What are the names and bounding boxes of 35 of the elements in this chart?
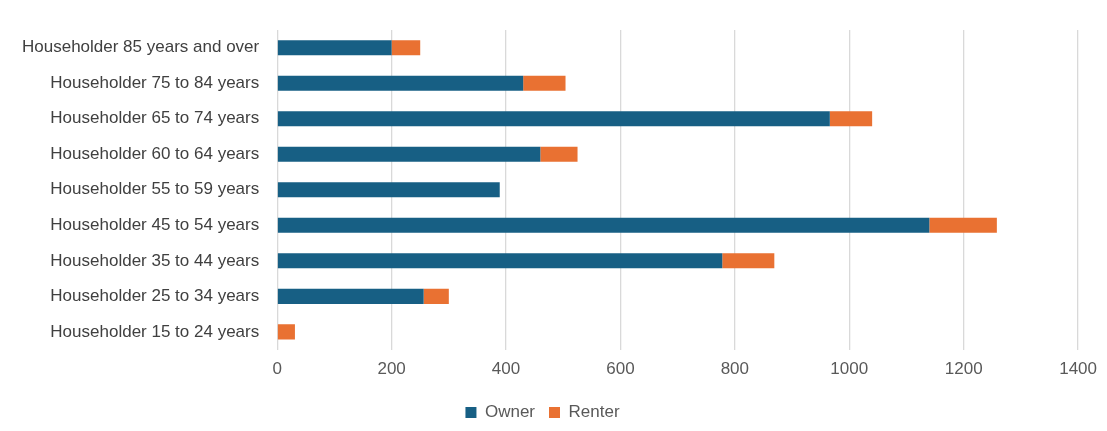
- bar: [277, 288, 424, 304]
- bar: [277, 324, 295, 340]
- y-tick-label: Householder 85 years and over: [22, 37, 260, 57]
- y-tick-label: Householder 25 to 34 years: [50, 286, 260, 306]
- bar: [277, 111, 830, 127]
- legend-label: Renter: [568, 402, 620, 422]
- x-tick-label: 600: [606, 359, 635, 379]
- bar: [277, 253, 723, 269]
- bar: [540, 146, 578, 162]
- x-tick-label: 400: [491, 359, 521, 379]
- bar: [277, 75, 524, 91]
- bar: [277, 182, 500, 198]
- bar: [277, 146, 541, 162]
- bar: [523, 75, 566, 91]
- x-tick-label: 1400: [1059, 359, 1097, 379]
- legend-label: Owner: [484, 402, 536, 422]
- y-tick-label: Householder 75 to 84 years: [50, 72, 260, 92]
- bar: [929, 217, 997, 233]
- y-tick-label: Householder 15 to 24 years: [50, 321, 260, 341]
- y-tick-label: Householder 60 to 64 years: [50, 143, 260, 163]
- x-tick-label: 0: [272, 359, 282, 379]
- y-tick-label: Householder 35 to 44 years: [50, 250, 260, 270]
- x-tick-label: 800: [720, 359, 750, 379]
- x-tick-label: 1000: [830, 359, 869, 379]
- bar: [277, 40, 392, 56]
- y-tick-label: Householder 45 to 54 years: [50, 215, 260, 234]
- bar: [722, 253, 775, 269]
- x-tick-label: 200: [377, 359, 406, 379]
- bar: [391, 40, 421, 56]
- bar: [277, 217, 930, 233]
- x-tick-label: 1200: [944, 359, 983, 379]
- y-tick-label: Householder 65 to 74 years: [50, 108, 260, 128]
- bar: [423, 288, 449, 304]
- y-tick-label: Householder 55 to 59 years: [50, 179, 260, 199]
- bar: [829, 111, 873, 127]
